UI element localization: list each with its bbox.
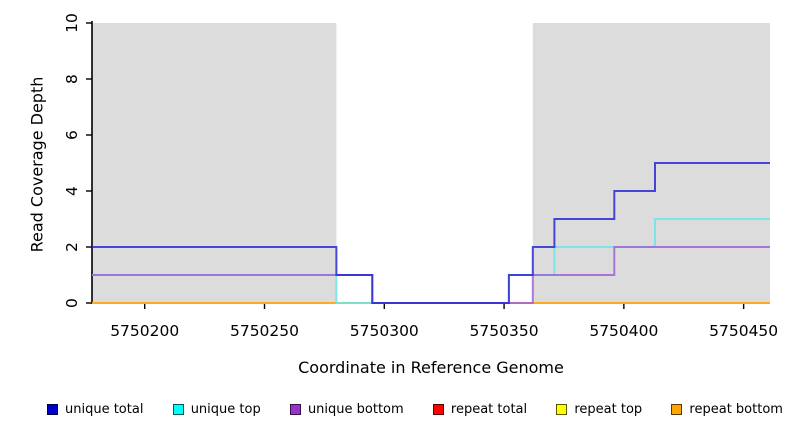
legend-label: unique bottom — [307, 401, 404, 417]
legend-item-repeat-top: repeat top — [556, 403, 642, 416]
legend-swatch-unique-top — [172, 403, 184, 415]
x-tick-label: 5750300 — [350, 322, 419, 340]
legend-label: unique total — [65, 401, 144, 417]
x-tick-label: 5750200 — [110, 322, 179, 340]
legend-swatch-unique-total — [47, 403, 58, 415]
legend-swatch-repeat-bottom — [671, 403, 683, 415]
legend-swatch-repeat-top — [556, 403, 568, 415]
legend-swatch-repeat-total — [432, 403, 444, 415]
x-tick-label: 5750250 — [230, 322, 299, 340]
legend-swatch-unique-bottom — [289, 403, 301, 415]
plot-canvas: 5750200 5750250 5750300 5750350 5750400 57504… — [63, 13, 778, 340]
legend: unique total unique top unique bottom repea… — [47, 398, 783, 420]
legend-item-repeat-bottom: repeat bottom — [671, 403, 783, 416]
legend-label: unique top — [190, 401, 261, 417]
x-tick-label: 5750350 — [470, 322, 539, 340]
legend-item-unique-total: unique total — [47, 403, 143, 416]
x-tick-label: 5750400 — [589, 322, 658, 340]
legend-label: repeat bottom — [689, 401, 783, 417]
x-axis-label-text: Coordinate in Reference Genome — [298, 358, 564, 377]
y-axis-label: Read Coverage Depth — [27, 76, 47, 253]
x-tick-label: 5750450 — [709, 322, 778, 340]
y-tick-label: 8 — [63, 74, 81, 84]
y-tick-label: 2 — [63, 242, 81, 252]
legend-item-repeat-total: repeat total — [432, 401, 528, 417]
shaded-region — [92, 23, 337, 303]
y-tick-label: 0 — [63, 298, 81, 308]
y-tick-label: 4 — [63, 186, 81, 196]
y-tick-label: 10 — [63, 13, 81, 33]
legend-item-unique-bottom: unique bottom — [289, 401, 404, 417]
legend-item-unique-top: unique top — [172, 401, 261, 417]
legend-label: repeat top — [574, 401, 643, 417]
y-tick-label: 6 — [63, 130, 81, 140]
series-line-unique-total — [92, 162, 770, 304]
legend-label: repeat total — [450, 401, 528, 417]
x-axis-label: Coordinate in Reference Genome — [0, 358, 792, 377]
